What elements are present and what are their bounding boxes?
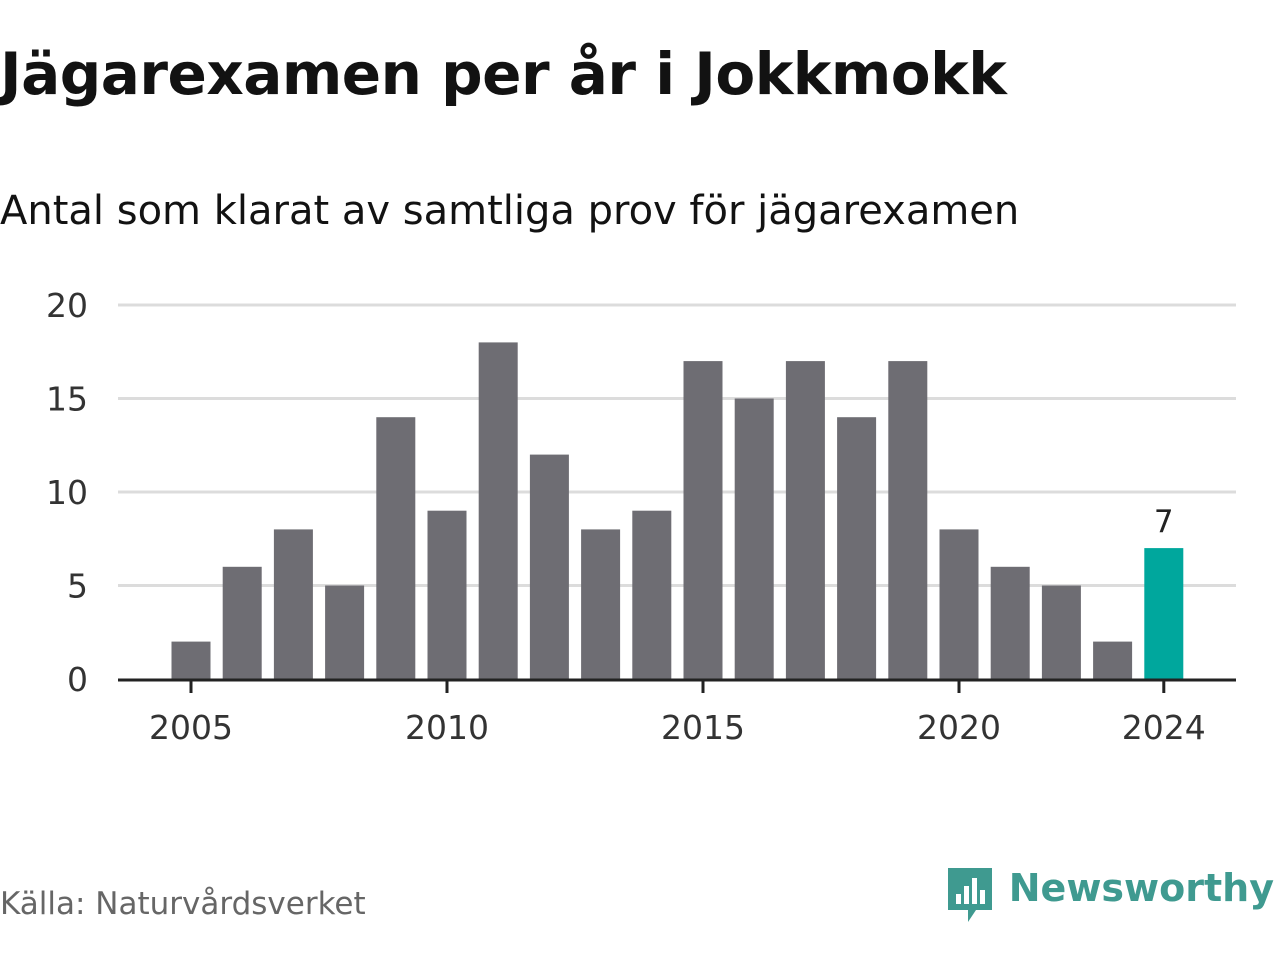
bar [837,417,877,679]
bar [683,361,723,679]
bar [376,417,416,679]
chart-title: Jägarexamen per år i Jokkmokk [0,40,1007,108]
y-tick-label: 0 [67,660,88,699]
bar-highlight [1144,548,1184,679]
bar [888,361,928,679]
bar [632,510,672,679]
x-tick-label: 2020 [917,708,1001,747]
bar [939,529,979,679]
bar [990,566,1030,679]
chart-subtitle: Antal som klarat av samtliga prov för jä… [0,188,1020,234]
bar [478,342,518,679]
bar [529,454,569,679]
bar-chart-speech-bubble-icon [947,868,992,922]
bar-chart: 0 5 10 15 20 7 2005 2010 2015 2020 2024 [46,286,1236,747]
data-label: 7 [1154,504,1174,540]
brand-name: Newsworthy [1008,866,1274,910]
x-tick-label: 2015 [661,708,745,747]
bar [325,585,365,679]
bar [785,361,825,679]
bar [222,566,262,679]
bar [171,641,211,679]
y-tick-label: 10 [46,473,88,512]
x-tick-label: 2005 [149,708,233,747]
bar [581,529,621,679]
y-tick-label: 20 [46,286,88,325]
bar [1041,585,1081,679]
brand-logo[interactable]: Newsworthy [945,864,1274,928]
x-tick-label: 2010 [405,708,489,747]
y-tick-label: 15 [46,380,88,419]
source-note: Källa: Naturvårdsverket [0,886,366,922]
bar [1093,641,1133,679]
x-tick-label: 2024 [1122,708,1206,747]
bar [427,510,467,679]
y-tick-label: 5 [67,567,88,606]
bar [734,398,774,679]
bar [273,529,313,679]
